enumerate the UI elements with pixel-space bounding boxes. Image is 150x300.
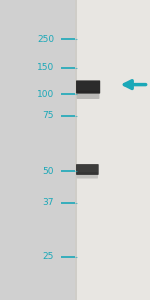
FancyBboxPatch shape <box>76 80 100 94</box>
Text: 150: 150 <box>37 63 54 72</box>
FancyBboxPatch shape <box>77 91 99 99</box>
Text: 25: 25 <box>43 252 54 261</box>
Text: 250: 250 <box>37 34 54 43</box>
Bar <box>75 0 77 300</box>
FancyBboxPatch shape <box>77 172 98 178</box>
Bar <box>75 0 150 300</box>
Text: 75: 75 <box>42 111 54 120</box>
Text: 37: 37 <box>42 198 54 207</box>
FancyBboxPatch shape <box>76 164 99 175</box>
Text: 50: 50 <box>42 167 54 176</box>
Text: 100: 100 <box>37 90 54 99</box>
